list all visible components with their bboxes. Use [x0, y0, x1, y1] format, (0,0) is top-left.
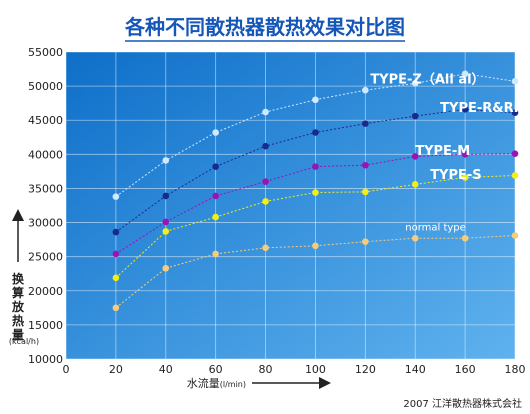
x-axis-tick-labels: 0 20 40 60 80 100 120 140 160 180	[63, 363, 526, 376]
series-layer	[112, 70, 519, 312]
x-tick-label: 140	[405, 363, 426, 376]
data-point	[212, 129, 219, 136]
x-tick-label: 160	[455, 363, 476, 376]
y-title-char: 热	[12, 313, 24, 328]
data-point	[212, 192, 219, 200]
data-point	[362, 120, 369, 127]
y-axis-unit: (kcal/h)	[9, 337, 39, 346]
series-label: TYPE-R&RⅡ	[440, 101, 522, 116]
data-point	[362, 86, 369, 94]
data-point	[461, 174, 469, 181]
y-tick-label: 50000	[28, 80, 63, 93]
series	[112, 232, 519, 312]
data-point	[112, 250, 120, 258]
data-point	[411, 112, 419, 120]
data-point	[411, 181, 419, 188]
y-tick-label: 15000	[28, 319, 63, 332]
data-point	[212, 250, 219, 258]
data-point	[312, 163, 319, 170]
data-point	[112, 193, 120, 200]
grid	[65, 51, 516, 360]
data-point	[411, 234, 419, 242]
x-tick-label: 60	[209, 363, 223, 376]
y-tick-label: 25000	[28, 251, 63, 264]
y-axis-tick-labels: 10000 15000 20000 25000 30000 35000 40000 45000…	[28, 46, 63, 366]
x-tick-label: 80	[259, 363, 273, 376]
x-axis-unit: (l/min)	[220, 380, 246, 389]
data-point	[262, 142, 269, 150]
data-point	[461, 70, 469, 78]
series	[112, 172, 519, 282]
copyright: 2007 江洋散热器株式会社	[403, 397, 522, 410]
data-point	[411, 80, 419, 87]
series-curve	[115, 153, 516, 255]
data-point	[262, 108, 269, 116]
x-tick-label: 180	[505, 363, 526, 376]
x-axis-title-text: 水流量	[187, 376, 220, 390]
data-point	[312, 242, 319, 250]
data-point	[511, 232, 519, 239]
series	[112, 106, 519, 236]
y-tick-label: 35000	[28, 182, 63, 195]
data-point	[362, 161, 369, 169]
data-point	[511, 150, 519, 157]
data-point	[461, 151, 469, 158]
data-point	[262, 244, 269, 252]
series-label: normal type	[405, 223, 466, 234]
data-point	[312, 189, 319, 196]
y-tick-label: 20000	[28, 285, 63, 298]
data-point	[162, 192, 170, 200]
data-point	[112, 274, 120, 282]
series-label: TYPE-S	[430, 168, 481, 183]
data-point	[461, 106, 469, 113]
y-tick-label: 45000	[28, 114, 63, 127]
plot-area	[66, 52, 515, 359]
series-label: TYPE-Z（All al）	[370, 71, 484, 87]
data-point	[162, 264, 170, 272]
series	[112, 150, 519, 258]
data-point	[461, 234, 469, 242]
y-tick-label: 40000	[28, 148, 63, 161]
x-tick-label: 0	[63, 363, 70, 376]
data-point	[162, 228, 170, 235]
data-point	[262, 178, 269, 185]
x-tick-label: 120	[355, 363, 376, 376]
series-label: TYPE-M	[415, 144, 470, 159]
y-title-char: 放	[11, 299, 25, 314]
y-tick-label: 30000	[28, 217, 63, 230]
data-point	[212, 213, 219, 221]
x-tick-label: 20	[109, 363, 123, 376]
series-curve	[115, 235, 516, 309]
data-point	[312, 96, 319, 104]
x-axis-title: 水流量(l/min)	[187, 376, 246, 390]
data-point	[511, 78, 519, 85]
series	[112, 70, 519, 200]
data-point	[411, 153, 419, 160]
y-title-char: 换	[12, 271, 25, 286]
y-title-char: 算	[12, 285, 24, 300]
y-tick-label: 10000	[28, 353, 63, 366]
x-tick-label: 40	[159, 363, 173, 376]
data-point	[362, 238, 369, 245]
data-point	[511, 109, 519, 117]
data-point	[312, 129, 319, 136]
data-point	[162, 157, 170, 164]
data-point	[362, 188, 369, 196]
series-curve	[115, 175, 516, 279]
y-title-char: 量	[12, 328, 24, 342]
series-labels: TYPE-Z（All al） TYPE-R&RⅡ TYPE-M TYPE-S norma…	[370, 71, 522, 233]
data-point	[511, 172, 519, 179]
data-point	[212, 163, 219, 170]
y-tick-label: 55000	[28, 46, 63, 59]
data-point	[162, 218, 170, 226]
data-point	[112, 304, 120, 312]
x-tick-label: 100	[305, 363, 326, 376]
chart-title: 各种不同散热器散热效果对比图	[124, 15, 405, 39]
data-point	[262, 198, 269, 205]
data-point	[112, 228, 120, 236]
